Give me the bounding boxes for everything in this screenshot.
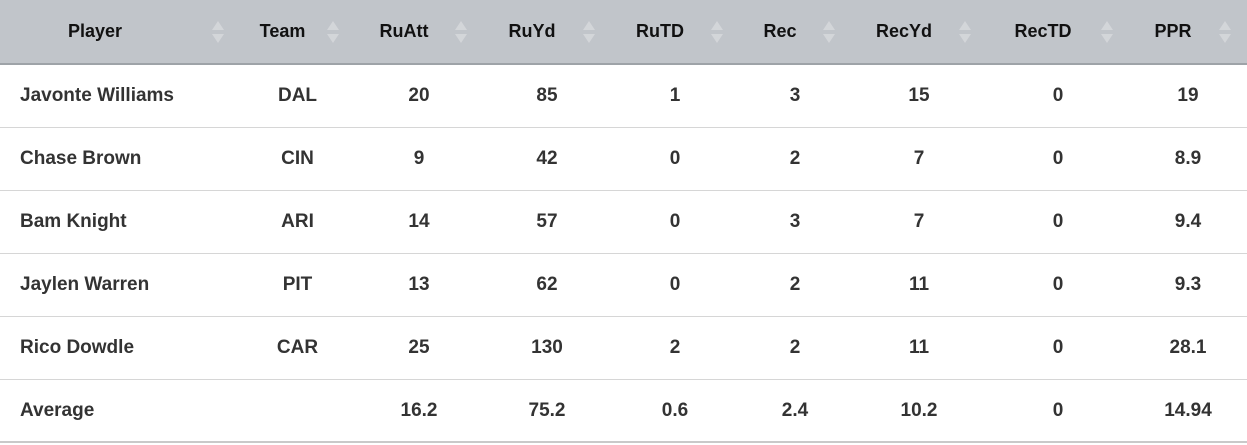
table-cell: 13: [408, 274, 430, 295]
table-cell: 2: [789, 337, 801, 358]
column-header[interactable]: Player: [0, 0, 240, 63]
sort-icon[interactable]: [959, 20, 971, 44]
table-cell: CAR: [276, 337, 319, 358]
table-cell: ARI: [281, 211, 314, 232]
table-cell: 0: [1052, 85, 1064, 106]
table-cell: 0: [1052, 211, 1064, 232]
footer-cell: 16.2: [400, 399, 438, 421]
footer-cell: 0.6: [661, 399, 689, 421]
table-cell: 62: [536, 274, 558, 295]
table-cell: 0: [669, 211, 681, 232]
sort-icon[interactable]: [327, 20, 339, 44]
column-header[interactable]: RecYd: [851, 0, 987, 63]
sort-icon[interactable]: [1101, 20, 1113, 44]
column-header[interactable]: RuAtt: [355, 0, 483, 63]
footer-cell: 2.4: [781, 399, 809, 421]
table-cell: 7: [913, 211, 925, 232]
table-cell: 8.9: [1174, 148, 1202, 169]
table-cell: PIT: [282, 274, 313, 295]
column-header[interactable]: Rec: [739, 0, 851, 63]
player-name: Jaylen Warren: [20, 274, 150, 295]
footer-cell: 75.2: [528, 399, 566, 421]
column-header[interactable]: RecTD: [987, 0, 1129, 63]
table-cell: 11: [908, 337, 930, 358]
table-cell: 7: [913, 148, 925, 169]
footer-cell: 10.2: [900, 399, 938, 421]
footer-row: Average 16.2 75.2 0.6 2.4 10.2 0 14.94: [0, 380, 1247, 443]
player-name: Bam Knight: [20, 211, 127, 232]
table-cell: 9.4: [1174, 211, 1202, 232]
player-name: Javonte Williams: [20, 85, 174, 106]
table-cell: 130: [531, 337, 563, 358]
table-row: Chase Brown CIN 9 42 0 2 7 0 8.9: [0, 128, 1247, 191]
column-header[interactable]: RuYd: [483, 0, 611, 63]
table-row: Rico Dowdle CAR 25 130 2 2 11 0 28.1: [0, 317, 1247, 380]
table-cell: 25: [408, 337, 430, 358]
table-cell: 9: [413, 148, 425, 169]
table-cell: 85: [536, 85, 558, 106]
sort-icon[interactable]: [823, 20, 835, 44]
table-cell: 28.1: [1169, 337, 1207, 358]
table-cell: 3: [789, 85, 801, 106]
column-header[interactable]: RuTD: [611, 0, 739, 63]
table-cell: 3: [789, 211, 801, 232]
table-cell: 2: [789, 274, 801, 295]
table-cell: 2: [789, 148, 801, 169]
table-row: Bam Knight ARI 14 57 0 3 7 0 9.4: [0, 191, 1247, 254]
player-name: Chase Brown: [20, 148, 142, 169]
table-cell: 15: [908, 85, 930, 106]
table-row: Javonte Williams DAL 20 85 1 3 15 0 19: [0, 65, 1247, 128]
sort-icon[interactable]: [583, 20, 595, 44]
table-cell: 0: [669, 274, 681, 295]
table-cell: CIN: [281, 148, 314, 169]
table-cell: DAL: [277, 85, 318, 106]
table-cell: 9.3: [1174, 274, 1202, 295]
table-cell: 11: [908, 274, 930, 295]
table-cell: 42: [536, 148, 558, 169]
table-cell: 1: [669, 85, 681, 106]
sort-icon[interactable]: [711, 20, 723, 44]
table-cell: 20: [408, 85, 430, 106]
footer-label: Average: [20, 399, 95, 421]
footer-cell: 14.94: [1164, 399, 1212, 421]
table-cell: 57: [536, 211, 558, 232]
player-name: Rico Dowdle: [20, 337, 135, 358]
sort-icon[interactable]: [455, 20, 467, 44]
table-cell: 19: [1177, 85, 1199, 106]
footer-cell: 0: [1052, 399, 1064, 421]
table-cell: 14: [408, 211, 430, 232]
sort-icon[interactable]: [1219, 20, 1231, 44]
table-cell: 0: [1052, 148, 1064, 169]
header-row: Player Team RuAtt RuYd RuTD Rec RecYd RecTD PPR: [0, 0, 1247, 65]
table-cell: 2: [669, 337, 681, 358]
table-cell: 0: [1052, 337, 1064, 358]
table-row: Jaylen Warren PIT 13 62 0 2 11 0 9.3: [0, 254, 1247, 317]
column-header[interactable]: PPR: [1129, 0, 1247, 63]
column-header[interactable]: Team: [240, 0, 355, 63]
table-cell: 0: [669, 148, 681, 169]
empty-cell: [240, 380, 355, 441]
table-cell: 0: [1052, 274, 1064, 295]
sort-icon[interactable]: [212, 20, 224, 44]
